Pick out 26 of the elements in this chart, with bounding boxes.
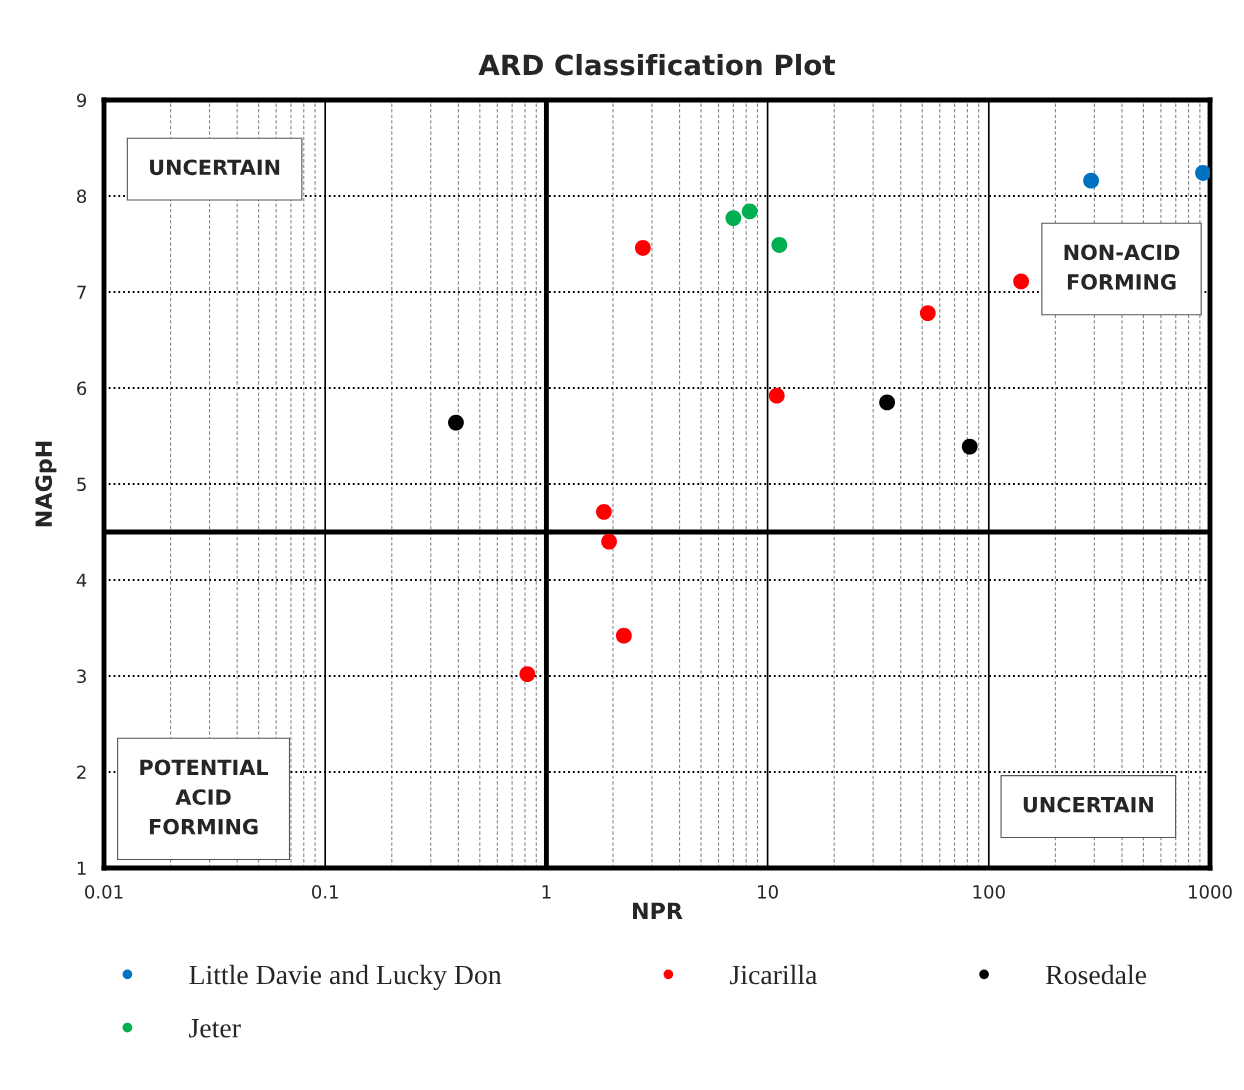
legend-label: Jicarilla [730,964,818,985]
y-axis-title: NAGpH [35,441,57,527]
y-tick-label: 9 [76,93,87,108]
y-tick-label: 7 [77,285,86,299]
legend-label: Rosedale [1045,964,1147,985]
x-tick-label: 10 [758,884,778,899]
y-tick-label: 6 [77,381,87,396]
y-tick-label: 5 [77,477,86,492]
x-tick-label: 1000 [1189,884,1232,899]
chart-title: ARD Classification Plot [478,53,835,76]
x-tick-label: 100 [973,884,1005,899]
legend-label: Little Davie and Lucky Don [189,964,502,991]
legend-label: Jeter [189,1019,241,1038]
annotation: NON-ACID FORMING [1064,244,1180,290]
x-tick-label: 0.1 [312,884,338,899]
y-tick-label: 4 [76,573,87,587]
y-tick-label: 8 [77,189,87,204]
y-tick-label: 1 [77,861,86,875]
y-tick-label: 2 [77,765,86,779]
y-tick-label: 3 [77,669,86,684]
annotation: POTENTIAL ACID FORMING [140,759,269,835]
annotation: UNCERTAIN [150,159,280,176]
annotation: UNCERTAIN [1023,796,1153,813]
x-tick-label: 1 [542,885,551,899]
x-axis-title: NPR [633,902,683,920]
x-tick-label: 0.01 [85,884,123,899]
